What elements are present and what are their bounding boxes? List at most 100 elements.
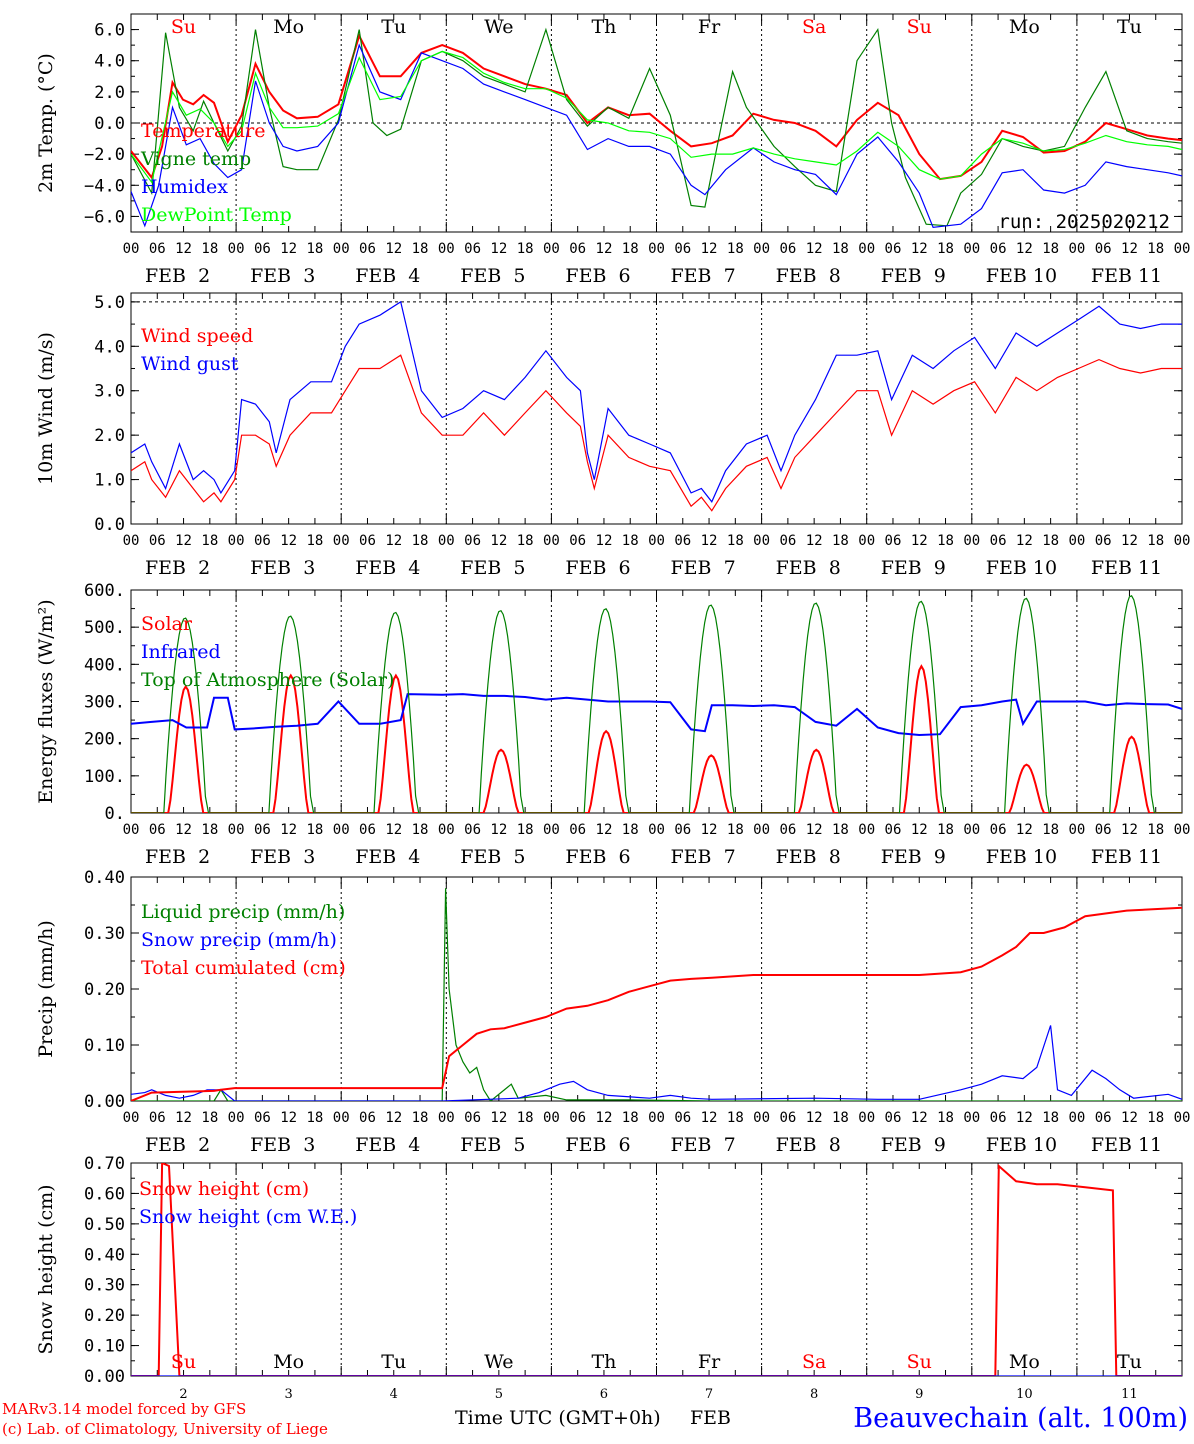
- hour-label: 00: [648, 1110, 665, 1126]
- hour-label: 12: [1121, 1110, 1138, 1126]
- hour-label: 00: [1068, 241, 1085, 257]
- hour-label: 06: [149, 241, 166, 257]
- date-label: FEB 10: [986, 846, 1057, 868]
- y-tick-label: 0.40: [84, 1245, 125, 1265]
- date-label: FEB 3: [250, 846, 315, 868]
- hour-label: 06: [1095, 822, 1112, 838]
- y-tick-label: 0.30: [84, 924, 125, 944]
- hour-label: 06: [885, 241, 902, 257]
- hour-label: 12: [596, 533, 613, 549]
- date-label: FEB 9: [881, 1134, 946, 1156]
- date-label: FEB 6: [565, 265, 630, 287]
- hour-label: 18: [937, 241, 954, 257]
- copyright-note: (c) Lab. of Climatology, University of L…: [2, 1420, 328, 1438]
- date-label: FEB 6: [565, 1134, 630, 1156]
- series-line-snow-height-cm-: [131, 1163, 1182, 1376]
- hour-label: 18: [306, 1110, 323, 1126]
- hour-label: 00: [438, 822, 455, 838]
- hour-label: 18: [1147, 241, 1164, 257]
- y-tick-label: 600.: [84, 581, 125, 601]
- hour-label: 12: [1121, 241, 1138, 257]
- hour-label: 00: [123, 533, 140, 549]
- hour-label: 18: [306, 241, 323, 257]
- hour-label: 18: [412, 1110, 429, 1126]
- legend-entry: Liquid precip (mm/h): [141, 901, 345, 923]
- date-label: FEB 2: [145, 265, 210, 287]
- day-of-week-label: Mo: [273, 16, 304, 38]
- series-line-humidex: [131, 43, 1182, 228]
- hour-label: 06: [779, 822, 796, 838]
- hour-label: 12: [490, 822, 507, 838]
- hour-label: 06: [779, 1110, 796, 1126]
- legend-entry: Snow height (cm W.E.): [139, 1206, 357, 1228]
- date-label: FEB 2: [145, 846, 210, 868]
- date-label: FEB 7: [671, 265, 736, 287]
- hour-label: 06: [779, 241, 796, 257]
- series-group: [131, 1163, 1182, 1376]
- series-group: [131, 27, 1182, 228]
- hour-label: 12: [1016, 822, 1033, 838]
- hour-label: 18: [937, 533, 954, 549]
- date-label: FEB 7: [671, 1134, 736, 1156]
- hour-label: 00: [543, 1110, 560, 1126]
- y-tick-label: 1.0: [94, 471, 125, 491]
- date-label: FEB 3: [250, 265, 315, 287]
- hour-label: 12: [490, 533, 507, 549]
- run-label: run: 2025020212: [998, 211, 1170, 233]
- hour-label: 00: [123, 822, 140, 838]
- hour-label: 00: [228, 533, 245, 549]
- hour-label: 12: [280, 533, 297, 549]
- hour-label: 06: [885, 1110, 902, 1126]
- hour-label: 18: [622, 241, 639, 257]
- hour-label: 18: [832, 241, 849, 257]
- hour-label: 18: [517, 822, 534, 838]
- hour-label: 18: [832, 533, 849, 549]
- date-label: FEB 8: [776, 265, 841, 287]
- y-tick-label: −4.0: [84, 176, 125, 196]
- hour-label: 12: [701, 533, 718, 549]
- date-label: FEB 8: [776, 846, 841, 868]
- hour-label: 18: [1042, 241, 1059, 257]
- y-tick-label: 0.20: [84, 980, 125, 1000]
- date-label: FEB 5: [460, 557, 525, 579]
- y-tick-label: 5.0: [94, 293, 125, 313]
- day-of-week-label: Su: [907, 1351, 932, 1373]
- hour-label: 00: [858, 533, 875, 549]
- date-label: FEB 8: [776, 557, 841, 579]
- day-number-label: 2: [179, 1387, 187, 1402]
- series-line-total-cumulated-cm-: [131, 906, 1182, 1101]
- hour-label: 06: [990, 822, 1007, 838]
- hour-label: 12: [911, 533, 928, 549]
- hour-label: 12: [280, 1110, 297, 1126]
- date-label: FEB 2: [145, 1134, 210, 1156]
- hour-label: 06: [990, 1110, 1007, 1126]
- y-tick-label: 100.: [84, 767, 125, 787]
- y-axis-label: 2m Temp. (°C): [35, 53, 57, 193]
- day-of-week-label: Mo: [273, 1351, 304, 1373]
- hour-label: 06: [464, 241, 481, 257]
- day-of-week-label: Su: [171, 1351, 196, 1373]
- hour-label: 18: [306, 822, 323, 838]
- hour-label: 12: [701, 822, 718, 838]
- legend-entry: Infrared: [141, 641, 221, 663]
- y-tick-label: 400.: [84, 655, 125, 675]
- hour-label: 00: [333, 533, 350, 549]
- hour-label: 06: [779, 533, 796, 549]
- hour-label: 18: [201, 533, 218, 549]
- hour-label: 06: [359, 822, 376, 838]
- y-tick-label: 0.10: [84, 1036, 125, 1056]
- hour-label: 12: [1016, 533, 1033, 549]
- time-axis-title: Time UTC (GMT+0h): [455, 1407, 661, 1429]
- hour-label: 00: [858, 1110, 875, 1126]
- hour-label: 00: [1068, 533, 1085, 549]
- panel-4: 0.70 0.60 0.50 0.40 0.30 0.20 0.10 0.00 Snow hei…: [35, 1154, 1183, 1402]
- y-tick-label: 4.0: [94, 52, 125, 72]
- hour-label: 18: [727, 241, 744, 257]
- hour-label: 12: [596, 241, 613, 257]
- series-line-dewpoint-temp: [131, 50, 1182, 184]
- hour-label: 06: [569, 533, 586, 549]
- y-tick-label: 2.0: [94, 426, 125, 446]
- date-label: FEB 10: [986, 1134, 1057, 1156]
- hour-label: 06: [674, 822, 691, 838]
